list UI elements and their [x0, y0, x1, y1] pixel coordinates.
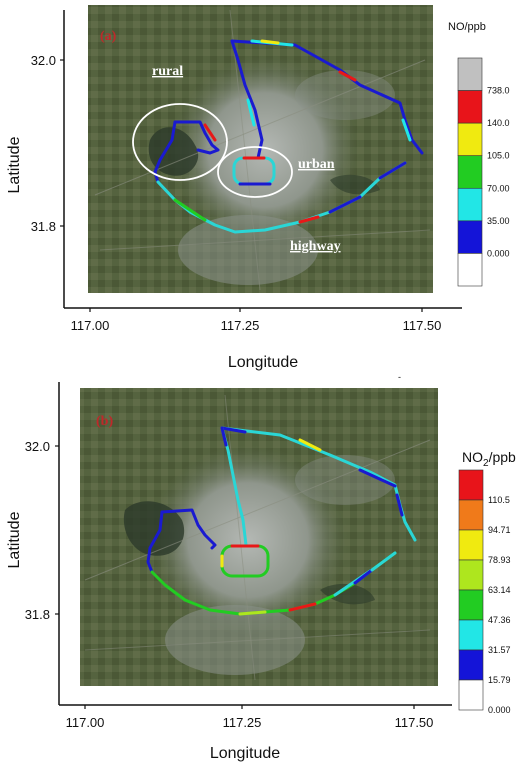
colorbar-swatch — [458, 469, 484, 501]
colorbar-swatch — [458, 529, 484, 561]
colorbar-tick-label: 94.71 — [488, 525, 511, 535]
measurement-route-b — [146, 426, 417, 616]
colorbar-tick-label: 15.79 — [488, 675, 511, 685]
ylabel-b: Latitude — [6, 511, 23, 568]
annotation-highway: highway — [290, 239, 341, 254]
annotation-urban: urban — [298, 157, 335, 172]
xtick-a-2: 117.50 — [403, 318, 442, 333]
ylabel-a: Latitude — [6, 136, 23, 193]
urban-circle — [217, 146, 293, 198]
colorbar-swatch — [457, 253, 483, 287]
ytick-a-1: 31.8 — [31, 219, 56, 234]
colorbar-swatch — [457, 155, 483, 189]
xtick-b-2: 117.50 — [395, 715, 434, 730]
panel-label-a: (a) — [100, 29, 117, 44]
colorbar-tick-label: 0.000 — [487, 248, 510, 258]
colorbar-tick-label: 35.00 — [487, 216, 510, 226]
colorbar-swatch — [457, 122, 483, 157]
ytick-b-0: 32.0 — [25, 439, 50, 454]
panel-label-b: (b) — [96, 414, 113, 429]
rural-circle — [132, 103, 228, 181]
colorbar-tick-label: 105.0 — [487, 151, 510, 161]
colorbar-a-title: NO/ppb — [448, 21, 486, 33]
colorbar-tick-label: 31.57 — [488, 645, 511, 655]
xtick-b-0: 117.00 — [66, 715, 105, 730]
colorbar-swatch — [458, 649, 484, 681]
colorbar-tick-label: 140.0 — [487, 118, 510, 128]
colorbar-tick-label: 0.000 — [488, 705, 511, 715]
colorbar-swatch — [457, 187, 483, 222]
colorbar-tick-label: 63.14 — [488, 585, 511, 595]
colorbar-tick-label: 47.36 — [488, 615, 511, 625]
colorbar-tick-label: 70.00 — [487, 183, 510, 193]
panel-b: 32.0 31.8 117.00 117.25 117.50 Latitude … — [6, 382, 516, 762]
stray-mark: - — [398, 372, 401, 382]
colorbar-b: NO2/ppb 110.5 94.71 78.93 63.14 47.36 31.57 15… — [458, 449, 516, 715]
colorbar-swatch — [457, 220, 483, 254]
colorbar-swatch — [458, 619, 484, 651]
colorbar-swatch — [458, 559, 484, 591]
panel-a: 32.0 31.8 117.00 117.25 117.50 Latitude … — [6, 5, 510, 371]
annotation-rural: rural — [152, 64, 183, 79]
colorbar-a: NO/ppb 738.0 140.0 105.0 70.00 35.00 0.000 — [448, 21, 510, 287]
colorbar-swatch — [458, 679, 484, 711]
satellite-map-b — [80, 388, 438, 686]
colorbar-tick-label: 78.93 — [488, 555, 511, 565]
ytick-a-0: 32.0 — [31, 53, 56, 68]
xtick-a-1: 117.25 — [221, 318, 260, 333]
xtick-a-0: 117.00 — [71, 318, 110, 333]
colorbar-swatch — [457, 90, 483, 124]
colorbar-b-title: NO2/ppb — [462, 449, 516, 469]
xlabel-a: Longitude — [228, 354, 298, 371]
colorbar-swatch — [458, 499, 484, 531]
colorbar-swatch — [457, 57, 483, 91]
colorbar-swatch — [458, 589, 484, 621]
colorbar-tick-label: 110.5 — [488, 495, 510, 505]
ytick-b-1: 31.8 — [25, 607, 50, 622]
colorbar-tick-label: 738.0 — [487, 86, 510, 96]
xtick-b-1: 117.25 — [223, 715, 262, 730]
xlabel-b: Longitude — [210, 745, 280, 762]
